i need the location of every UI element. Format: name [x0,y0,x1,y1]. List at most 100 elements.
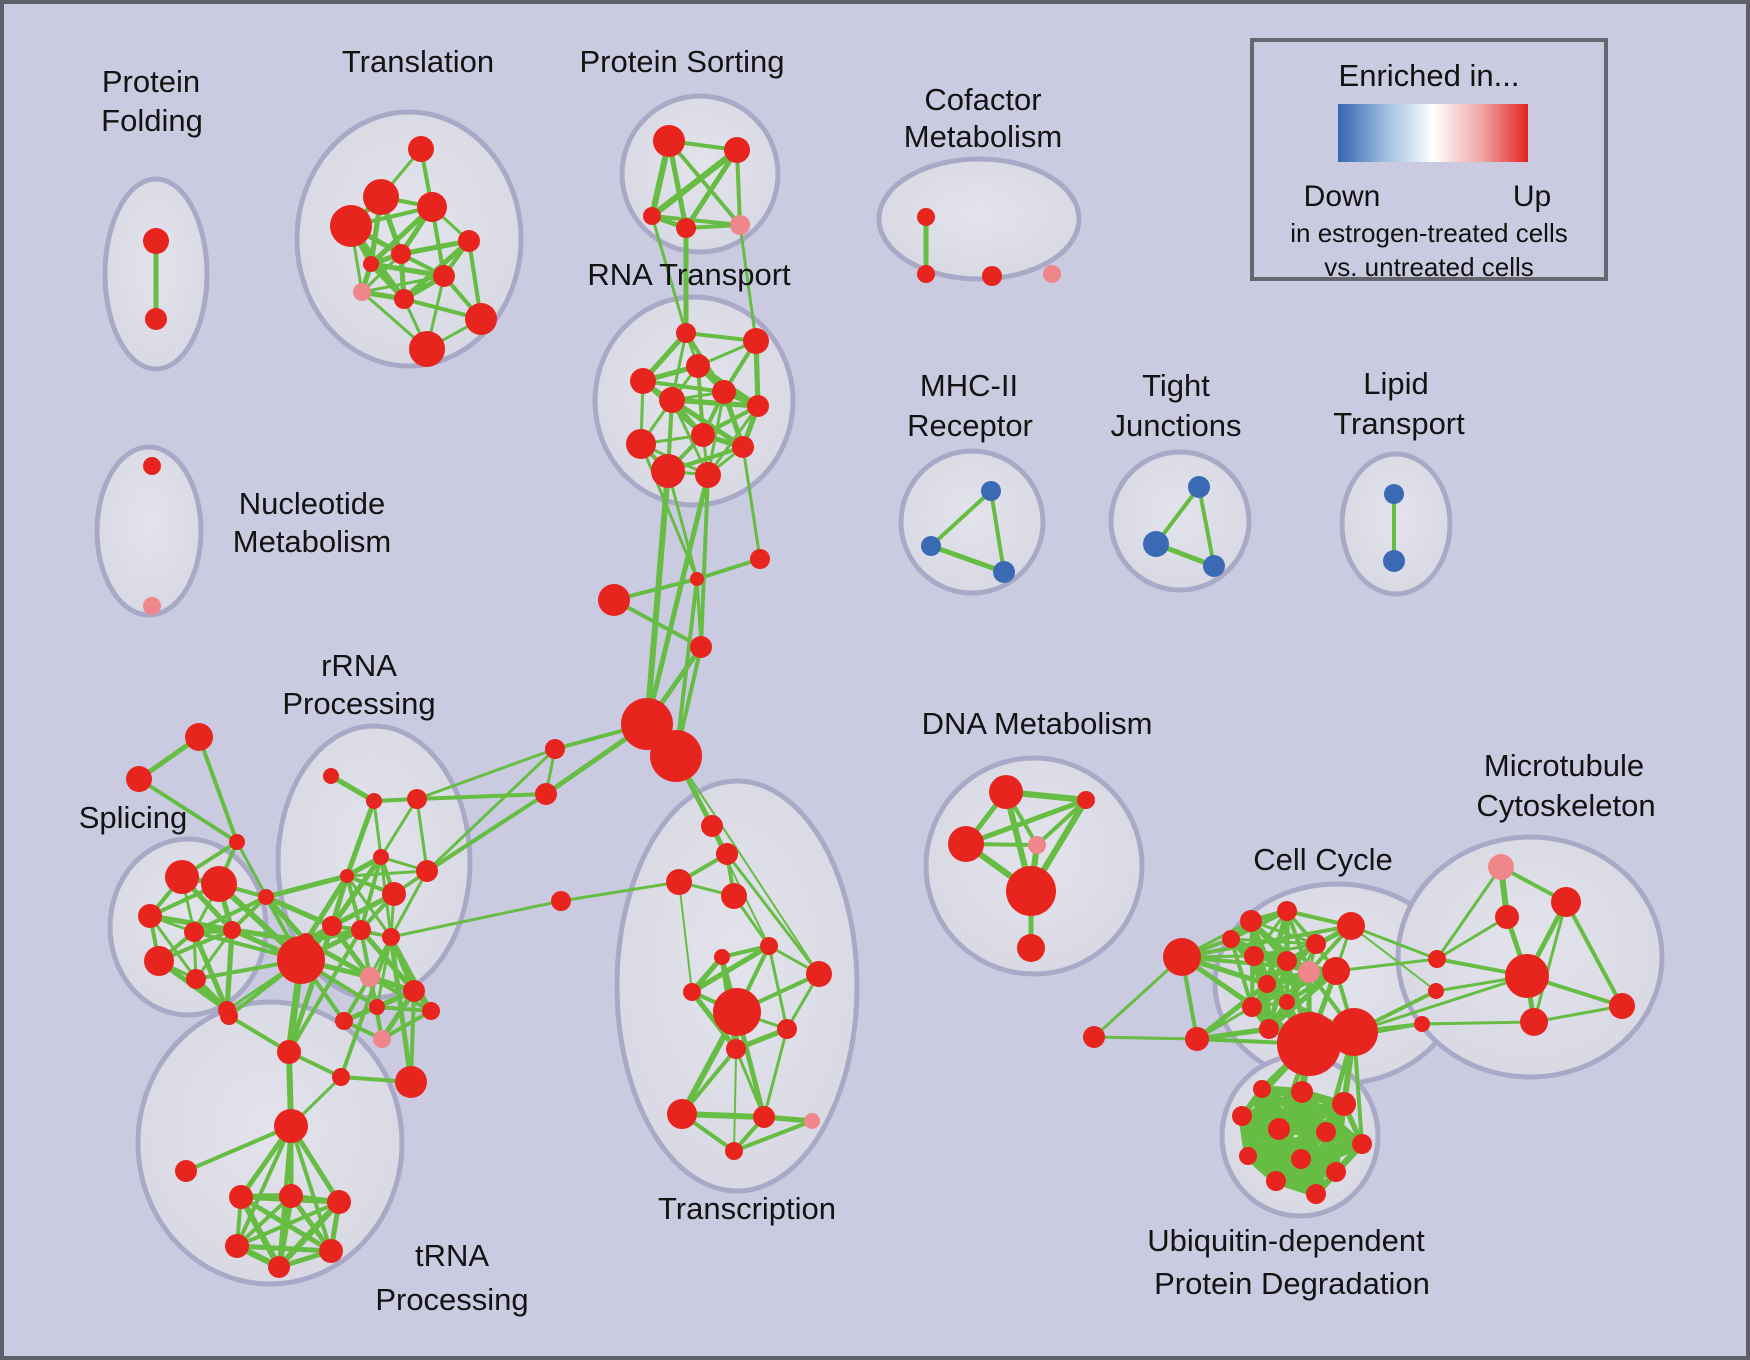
gene-set-node-90 [690,636,712,658]
legend-subtitle-1: in estrogen-treated cells [1290,218,1568,248]
cluster-label-translation: Translation [342,44,494,79]
cluster-label-cofactor-1: Cofactor [924,82,1041,117]
gene-set-node-83 [327,1190,351,1214]
edge-dna-metabolism [963,797,1089,847]
gene-set-node-101 [714,949,730,965]
gene-set-node-129 [1242,997,1262,1017]
cluster-label-nucleotide-2: Metabolism [233,524,392,559]
gene-set-node-64 [340,869,354,883]
gene-set-node-18 [730,215,750,235]
gene-set-node-71 [335,1012,353,1030]
gene-set-node-79 [274,1109,308,1143]
cluster-label-mhc-2: Receptor [907,408,1033,443]
gene-set-node-100 [760,937,778,955]
gene-set-node-145 [1291,1081,1313,1103]
gene-set-node-96 [716,843,738,865]
gene-set-node-27 [626,429,656,459]
edge [1092,955,1184,1039]
gene-set-node-67 [322,916,342,936]
edge-splicing-rrna [372,799,383,859]
gene-set-node-7 [391,244,411,264]
edge [1352,974,1529,1034]
cluster-label-mhc-1: MHC-II [920,368,1018,403]
edge-trna-ring [235,1194,293,1248]
edge-translation [360,274,446,294]
edge-cell-cycle [1194,1026,1272,1042]
gene-set-node-49 [201,866,237,902]
cluster-label-lipid-2: Transport [1333,406,1465,441]
gene-set-node-3 [363,179,399,215]
legend-gradient-bar [1338,104,1528,162]
edge-transcription [767,944,789,1031]
legend-down-label: Down [1303,180,1381,213]
gene-set-node-148 [1268,1118,1290,1140]
cluster-label-dna-metabolism: DNA Metabolism [922,706,1153,741]
gene-set-node-21 [686,354,710,378]
gene-set-node-2 [408,136,434,162]
gene-set-node-143 [1609,993,1635,1019]
edge-splicing-rrna [344,798,377,879]
gene-set-node-110 [725,1142,743,1160]
legend-title: Enriched in... [1338,58,1520,93]
gene-set-node-99 [551,891,571,911]
gene-set-node-24 [659,387,685,413]
edge-splicing-rrna [379,1008,434,1042]
gene-set-node-8 [433,265,455,287]
gene-set-node-63 [373,849,389,865]
gene-set-node-33 [982,266,1002,286]
cluster-label-protein-folding-2: Folding [101,103,203,138]
cluster-ellipse-cofactor-metabolism [876,156,1082,282]
gene-set-node-142 [1520,1008,1548,1036]
gene-set-node-46 [126,766,152,792]
gene-set-node-1 [145,308,167,330]
gene-set-node-117 [1083,1026,1105,1048]
edge [989,489,1006,574]
gene-set-node-61 [366,793,382,809]
edge [675,755,820,975]
gene-set-node-124 [1277,951,1297,971]
gene-set-node-88 [750,549,770,569]
gene-set-node-140 [1495,905,1519,929]
gene-set-node-30 [695,462,721,488]
edge-cell-cycle [1194,981,1270,1042]
edge [137,777,239,844]
gene-set-node-107 [667,1099,697,1129]
gene-set-node-153 [1326,1162,1346,1182]
edge-translation [398,238,472,257]
edge-splicing-rrna [303,873,350,944]
gene-set-node-86 [319,1239,343,1263]
edge [929,489,993,548]
edge [388,934,414,1085]
gene-set-node-74 [422,1002,440,1020]
gene-set-node-42 [1383,550,1405,572]
gene-set-node-77 [332,1068,350,1086]
gene-set-node-144 [1253,1080,1271,1098]
gene-set-node-43 [143,457,161,475]
gene-set-node-12 [409,331,445,367]
gene-set-node-133 [1277,1012,1341,1076]
gene-set-node-80 [175,1160,197,1182]
gene-set-node-121 [1277,901,1297,921]
edge [928,543,1007,575]
cluster-ellipse-nucleotide-metabolism [94,444,204,618]
gene-set-node-9 [353,283,371,301]
gene-set-node-0 [143,228,169,254]
gene-set-node-19 [676,323,696,343]
edge-rna-transport [669,397,761,409]
edge [1349,924,1439,961]
edge-splicing-rrna [263,894,309,944]
edge [184,1124,293,1173]
cluster-ellipse-tight-junctions [1108,449,1252,593]
gene-set-node-37 [993,561,1015,583]
cluster-label-tight-2: Junctions [1111,408,1242,443]
gene-set-node-115 [1006,866,1056,916]
gene-set-node-68 [351,920,371,940]
cluster-label-ubiquitin-2: Protein Degradation [1154,1266,1430,1301]
gene-set-node-151 [1239,1147,1257,1165]
gene-set-node-20 [743,328,769,354]
edge [559,880,681,903]
edge-trna-ring [237,1193,283,1271]
gene-set-node-78 [395,1066,427,1098]
legend-subtitle-2: vs. untreated cells [1324,252,1534,282]
